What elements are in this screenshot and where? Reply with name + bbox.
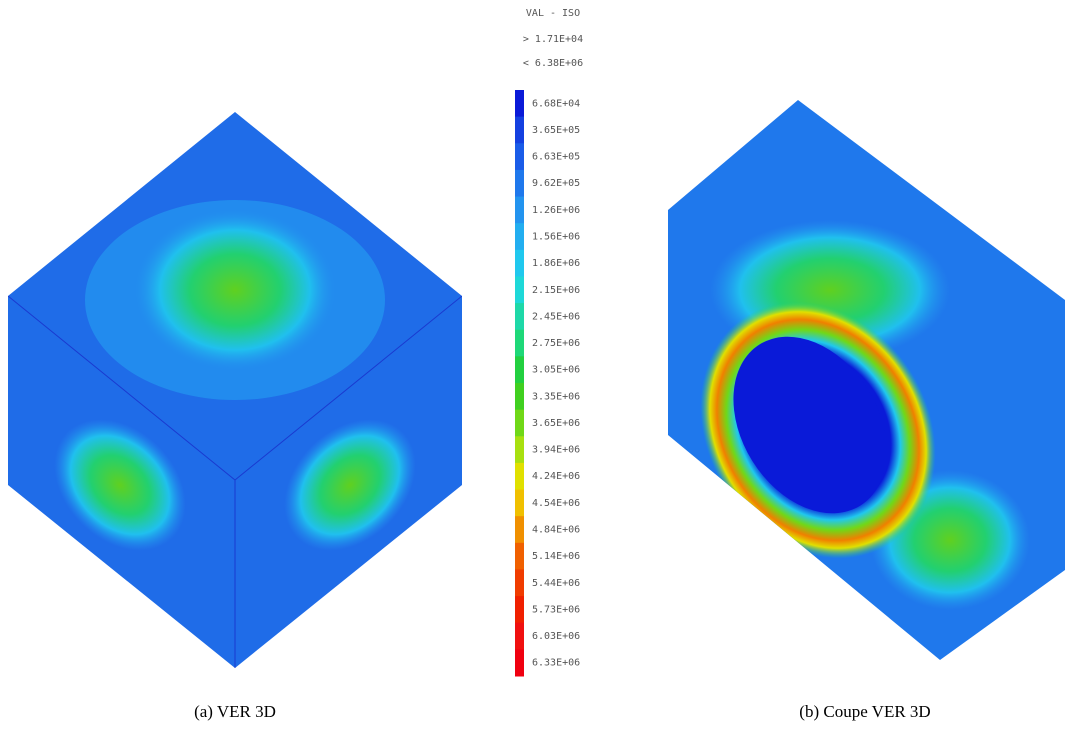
color-swatch: [515, 596, 524, 624]
colorbar: 6.68E+04 3.65E+05 6.63E+05 9.62E+05 1.26E+06…: [515, 90, 580, 677]
hotspot: [135, 210, 335, 370]
legend-label: 6.63E+05: [532, 152, 580, 163]
color-swatch: [515, 516, 524, 544]
caption: (a) VER 3D: [194, 702, 276, 721]
hotspot: [54, 419, 186, 551]
color-swatch: [515, 569, 524, 597]
legend-label: 1.56E+06: [532, 232, 580, 243]
legend-label: 3.35E+06: [532, 391, 580, 402]
color-swatch: [515, 116, 524, 144]
legend-label: 9.62E+05: [532, 178, 580, 189]
legend-label: 3.05E+06: [532, 365, 580, 376]
color-swatch: [515, 383, 524, 411]
legend-label: 5.73E+06: [532, 604, 580, 615]
color-swatch: [515, 436, 524, 464]
color-swatch: [515, 649, 524, 677]
color-swatch: [515, 329, 524, 357]
legend-label: 2.15E+06: [532, 285, 580, 296]
color-swatch: [515, 196, 524, 224]
color-swatch: [515, 169, 524, 198]
legend-label: 5.44E+06: [532, 578, 580, 589]
legend-label: 5.14E+06: [532, 551, 580, 562]
legend-min: < 6.38E+06: [523, 58, 583, 69]
legend-label: 4.54E+06: [532, 498, 580, 509]
color-swatch: [515, 223, 524, 251]
cut-hole: [733, 336, 887, 514]
color-swatch: [515, 462, 524, 491]
legend-max: > 1.71E+04: [523, 34, 583, 45]
cube-view: [8, 112, 462, 668]
hotspot: [284, 419, 416, 551]
color-swatch: [515, 622, 524, 650]
legend-label: 1.86E+06: [532, 258, 580, 269]
legend-label: 3.65E+05: [532, 125, 580, 136]
cut-view: [668, 100, 1065, 660]
color-swatch: [515, 303, 524, 331]
color-swatch: [515, 90, 524, 118]
legend-label: 6.68E+04: [532, 98, 580, 109]
color-swatch: [515, 409, 524, 437]
legend-label: 6.03E+06: [532, 631, 580, 642]
color-swatch: [515, 249, 524, 277]
legend-label: 3.65E+06: [532, 418, 580, 429]
color-swatch: [515, 356, 524, 384]
legend-label: 1.26E+06: [532, 205, 580, 216]
color-swatch: [515, 489, 524, 517]
legend-label: 2.45E+06: [532, 311, 580, 322]
edge: [8, 295, 462, 668]
legend-label: 6.33E+06: [532, 658, 580, 669]
legend-label: 3.94E+06: [532, 445, 580, 456]
color-swatch: [515, 542, 524, 570]
color-swatch: [515, 143, 524, 171]
legend-label: 2.75E+06: [532, 338, 580, 349]
legend-label: 4.84E+06: [532, 525, 580, 536]
legend-label: 4.24E+06: [532, 471, 580, 482]
caption: (b) Coupe VER 3D: [799, 702, 930, 721]
legend-title: VAL - ISO: [526, 8, 580, 19]
color-swatch: [515, 276, 524, 304]
